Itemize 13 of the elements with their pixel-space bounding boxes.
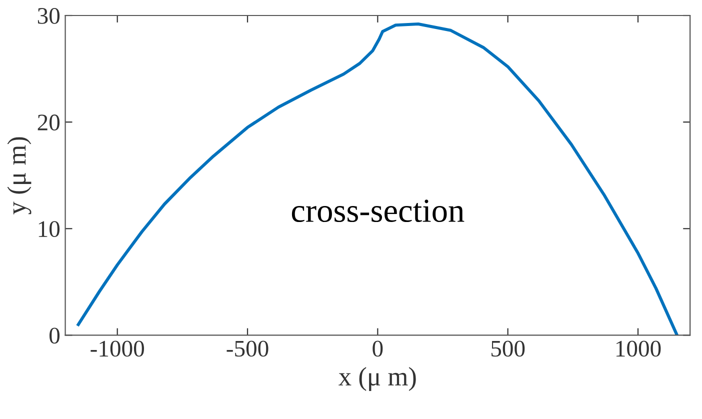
x-tick-label: -1000 (90, 340, 144, 357)
line-series (76, 22, 679, 336)
x-tick-label: 500 (492, 340, 525, 357)
y-tick-label: 30 (38, 8, 60, 24)
x-tick-label: 0 (372, 340, 383, 357)
y-tick-label: 0 (50, 328, 60, 344)
x-tick-label: -500 (226, 340, 268, 357)
x-tick-label: 1000 (616, 340, 661, 357)
y-axis-title: y (μ m) (7, 137, 32, 214)
x-axis-title: x (μ m) (338, 367, 416, 391)
y-tick-label: 20 (38, 114, 60, 130)
annotation: cross-section (292, 200, 464, 222)
y-tick-label: 10 (38, 221, 60, 238)
